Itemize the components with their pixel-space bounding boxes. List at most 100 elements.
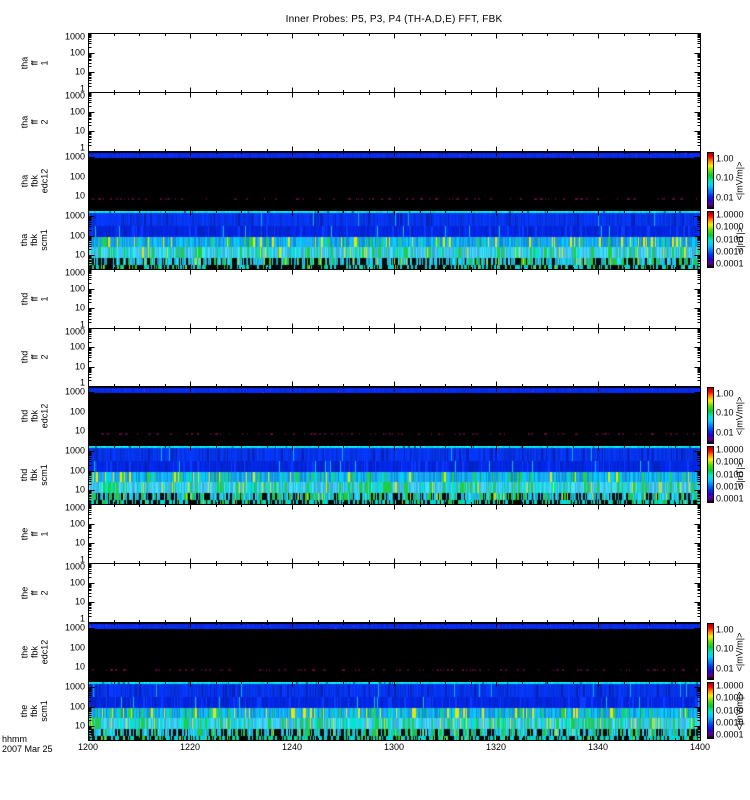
colorbar-gradient: [708, 624, 713, 679]
y-tick-label: 1: [79, 83, 85, 93]
y-tick-label: 10: [74, 361, 85, 372]
the-fbk-scm1-heatmap-canvas: [88, 681, 700, 740]
colorbar-tick-label: 0.0010: [716, 481, 744, 492]
panel-label-tha-fbk-edc12: tha fbk edc12: [4, 151, 64, 210]
panel-label-thd-fbk-scm1: thd fbk scm1: [4, 445, 64, 504]
panel-label-text-thd-fbk-edc12: thd fbk edc12: [19, 403, 49, 428]
y-tick-label: 100: [69, 701, 85, 712]
panel-label-text-tha-fbk-edc12: tha fbk edc12: [19, 168, 49, 193]
x-tick-label: 1240: [281, 742, 303, 752]
colorbar-tick-label: 0.0100: [716, 234, 744, 244]
panel-label-text-tha-fbk-scm1: tha fbk scm1: [18, 228, 49, 251]
y-tick-label: 10: [74, 537, 85, 548]
y-tick-label: 1: [79, 554, 85, 564]
colorbar-tick-label: 0.10: [716, 172, 734, 183]
colorbar-unit-label: <|mV/m|>: [734, 161, 745, 200]
colorbar-gradient: [708, 447, 713, 502]
tha-fbk-scm1-heatmap-canvas: [88, 210, 700, 269]
colorbar-tick-label: 0.01: [716, 192, 734, 203]
panel-label-the-fbk-scm1: the fbk scm1: [4, 681, 64, 740]
date-label: 2007 Mar 25: [2, 744, 53, 754]
y-tick-label: 1000: [64, 386, 85, 397]
the-fbk-edc12-heatmap-canvas: [88, 622, 700, 681]
colorbar-unit-label: <|mV/m|>: [734, 632, 745, 671]
thd-fbk-edc12-heatmap-canvas: [88, 386, 700, 445]
y-tick-label: 1: [79, 319, 85, 329]
y-tick-label: 10: [74, 425, 85, 436]
y-tick-label: 100: [69, 518, 85, 529]
panel-label-thd-fbk-edc12: thd fbk edc12: [4, 386, 64, 445]
y-tick-label: 1000: [64, 210, 85, 221]
y-tick-label: 10: [74, 596, 85, 607]
colorbar-tick-label: 0.1000: [716, 692, 744, 703]
panel-label-text-thd-fbk-scm1: thd fbk scm1: [18, 463, 49, 486]
panel-label-tha-fbk-scm1: tha fbk scm1: [4, 210, 64, 269]
colorbar-tick-label: 0.01: [716, 663, 734, 674]
y-tick-label: 100: [69, 230, 85, 241]
y-tick-label: 1000: [64, 90, 85, 100]
y-tick-label: 100: [69, 283, 85, 294]
panel-label-text-tha-ff-2: tha ff 2: [18, 115, 49, 128]
panel-label-text-the-ff-1: the ff 1: [18, 527, 49, 540]
colorbar-the-fbk-scm1: [707, 682, 714, 739]
panel-label-text-thd-ff-1: thd ff 1: [18, 292, 49, 305]
x-tick-label: 1340: [587, 742, 609, 752]
panel-label-tha-ff-1: tha ff 1: [4, 33, 64, 92]
colorbar-tick-label: 0.0010: [716, 246, 744, 257]
colorbar-unit-wrap-tha-fbk-edc12: <|mV/m|>: [731, 151, 748, 210]
panel-label-the-ff-2: the ff 2: [4, 563, 64, 622]
panel-label-text-thd-ff-2: thd ff 2: [18, 350, 49, 364]
y-tick-label: 10: [74, 661, 85, 672]
y-tick-label: 1000: [64, 681, 85, 692]
panel-label-text-tha-ff-1: tha ff 1: [18, 56, 49, 69]
y-tick-label: 100: [69, 171, 85, 182]
x-tick-label: 1400: [689, 742, 711, 752]
panel-label-the-fbk-edc12: the fbk edc12: [4, 622, 64, 681]
panel-label-text-the-fbk-scm1: the fbk scm1: [18, 699, 49, 722]
colorbar-tick-label: 1.0000: [716, 444, 744, 455]
y-tick-label: 100: [69, 465, 85, 476]
y-tick-label: 1000: [64, 326, 85, 336]
colorbar-tick-label: 1.0000: [716, 680, 744, 691]
tha-fbk-edc12-heatmap-canvas: [88, 151, 700, 210]
colorbar-gradient: [708, 683, 713, 738]
panel-label-text-the-ff-2: the ff 2: [18, 586, 49, 599]
thd-fbk-scm1-heatmap-canvas: [88, 445, 700, 504]
colorbar-tick-label: 0.1000: [716, 456, 744, 467]
colorbar-tick-label: 0.0010: [716, 717, 744, 728]
y-tick-label: 10: [74, 190, 85, 201]
colorbar-unit-wrap-thd-fbk-edc12: <|mV/m|>: [731, 386, 748, 445]
y-tick-label: 1000: [64, 151, 85, 162]
x-tick-label: 1200: [77, 742, 99, 752]
y-tick-label: 1000: [64, 445, 85, 456]
y-tick-label: 1: [79, 613, 85, 623]
x-tick-label: 1220: [179, 742, 201, 752]
colorbar-unit-wrap-the-fbk-edc12: <|mV/m|>: [731, 622, 748, 681]
panel-label-thd-ff-2: thd ff 2: [4, 328, 64, 386]
colorbar-tick-label: 0.1000: [716, 221, 744, 232]
colorbar-tick-label: 1.00: [716, 153, 734, 164]
colorbar-thd-fbk-edc12: [707, 387, 714, 444]
colorbar-unit-label: <|mV/m|>: [734, 396, 745, 435]
y-tick-label: 100: [69, 406, 85, 417]
y-tick-label: 10: [74, 66, 85, 77]
y-tick-label: 100: [69, 577, 85, 588]
colorbar-tick-label: 1.00: [716, 388, 734, 399]
panel-label-text-the-fbk-edc12: the fbk edc12: [19, 639, 49, 664]
panel-label-thd-ff-1: thd ff 1: [4, 269, 64, 328]
y-tick-label: 10: [74, 302, 85, 313]
y-tick-label: 1000: [64, 561, 85, 571]
y-tick-label: 10: [74, 720, 85, 731]
colorbar-tick-label: 0.0100: [716, 705, 744, 715]
colorbar-tick-label: 0.0001: [716, 493, 744, 504]
colorbar-tick-label: 1.00: [716, 624, 734, 635]
colorbar-gradient: [708, 153, 713, 208]
time-axis-footer: hhmm 2007 Mar 25: [2, 734, 53, 754]
y-tick-label: 10: [74, 249, 85, 260]
colorbar-thd-fbk-scm1: [707, 446, 714, 503]
colorbar-tick-label: 0.0001: [716, 729, 744, 740]
y-tick-label: 1000: [64, 622, 85, 633]
y-tick-label: 10: [74, 125, 85, 136]
colorbar-tha-fbk-edc12: [707, 152, 714, 209]
